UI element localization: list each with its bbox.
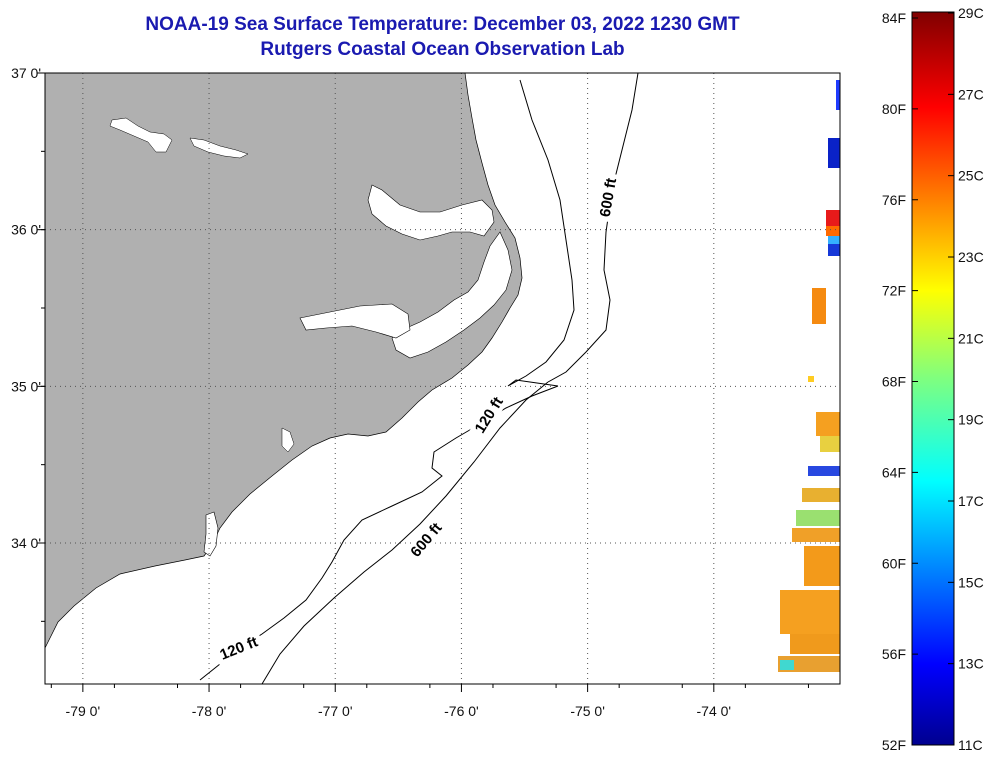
lake-gaston (189, 137, 249, 159)
colorbar-c-label: 29C (958, 5, 984, 21)
axis-tick-labels: -79 0' -78 0' -77 0' -76 0' -75 0' -74 0' 37 0… (11, 65, 731, 719)
colorbar-f-label: 60F (882, 555, 906, 571)
colorbar-f-label: 76F (882, 192, 906, 208)
lon-tick-label: -77 0' (318, 703, 353, 719)
lat-tick-label: 34 0' (11, 535, 41, 551)
colorbar-c-label: 21C (958, 330, 984, 346)
lat-tick-label: 35 0' (11, 378, 41, 394)
colorbar-f-label: 80F (882, 101, 906, 117)
lat-tick-label: 36 0' (11, 222, 41, 238)
lon-tick-label: -78 0' (192, 703, 227, 719)
map-subtitle: Rutgers Coastal Ocean Observation Lab (260, 39, 625, 60)
neuse-river (299, 303, 411, 339)
new-river-inlet (281, 427, 295, 453)
lon-tick-label: -76 0' (444, 703, 479, 719)
lat-lon-grid (37, 72, 840, 692)
cape-fear-river (203, 511, 219, 557)
colorbar-f-label: 64F (882, 464, 906, 480)
colorbar-c-label: 11C (958, 737, 983, 753)
albemarle-sound (367, 184, 495, 241)
colorbar-c-label: 17C (958, 493, 984, 509)
colorbar-c-label: 23C (958, 249, 984, 265)
pamlico-sound (391, 231, 513, 359)
colorbar-c-label: 13C (958, 656, 984, 672)
lon-tick-label: -74 0' (697, 703, 732, 719)
sst-colorbar (911, 11, 955, 746)
colorbar-c-label: 19C (958, 412, 984, 428)
colorbar-f-label: 72F (882, 283, 906, 299)
contour-label-text: 600 ft (597, 177, 621, 219)
colorbar-f-label: 52F (882, 737, 906, 753)
colorbar-c-label: 27C (958, 86, 984, 102)
colorbar-c-label: 15C (958, 574, 984, 590)
kerr-lake (109, 117, 173, 153)
contour-600ft-south (261, 381, 549, 684)
map-title: NOAA-19 Sea Surface Temperature: Decembe… (145, 14, 740, 35)
colorbar-f-label: 56F (882, 646, 906, 662)
contour-120ft-north (507, 79, 575, 387)
colorbar-c-label: 25C (958, 168, 984, 184)
colorbar-labels: 84F 80F 76F 72F 68F 64F 60F 56F 52F 29C 27C 25C 23C 2… (882, 5, 984, 753)
lat-tick-label: 37 0' (11, 65, 41, 81)
map-frame (44, 72, 841, 685)
colorbar-f-label: 68F (882, 374, 906, 390)
colorbar-f-label: 84F (882, 10, 906, 26)
lon-tick-label: -75 0' (570, 703, 605, 719)
contour-600ft-north (547, 73, 639, 383)
sst-data-patches (778, 80, 840, 672)
contour-label: 600 ft (595, 172, 621, 223)
lon-tick-label: -79 0' (66, 703, 101, 719)
